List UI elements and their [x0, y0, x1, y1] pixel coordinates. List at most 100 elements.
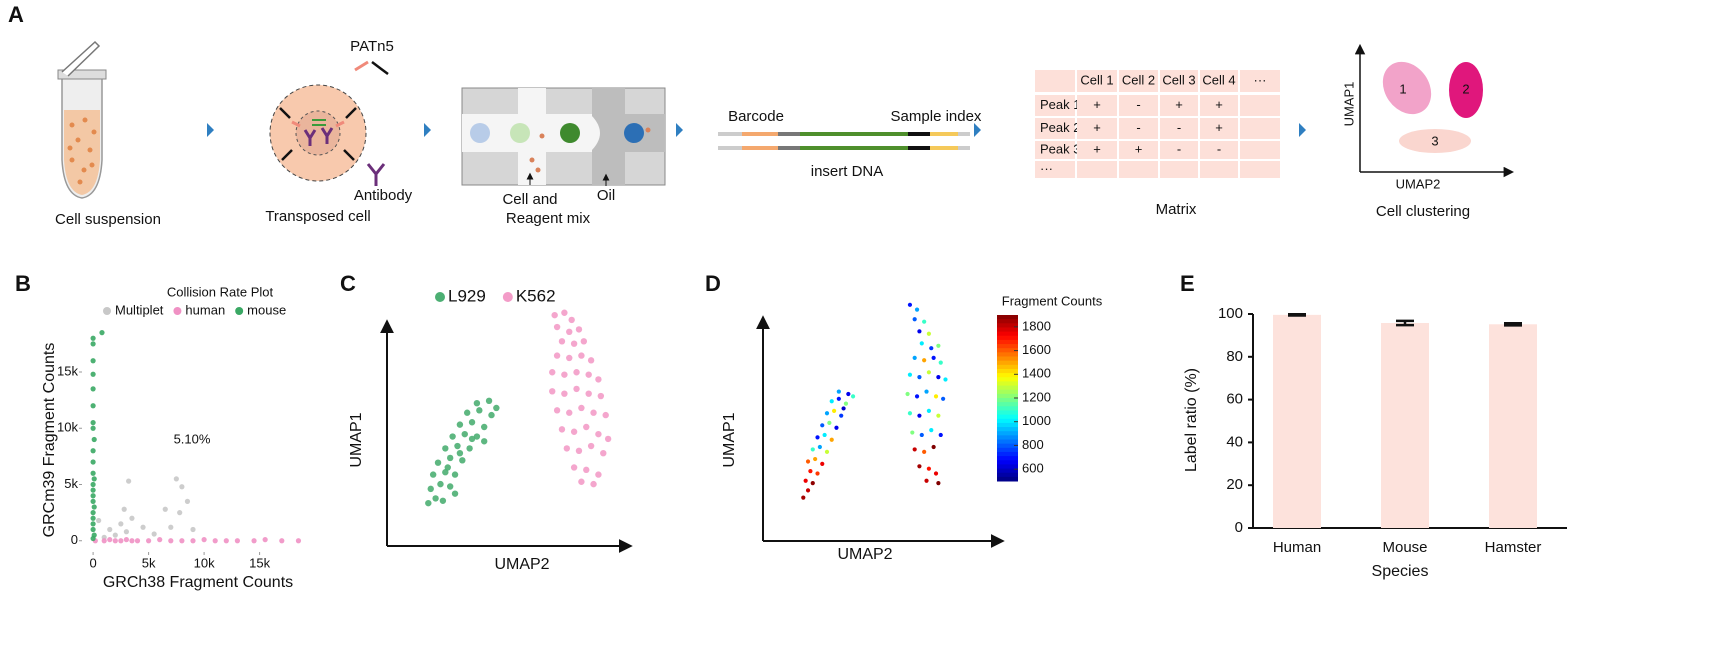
- point: [578, 404, 585, 412]
- point: [938, 360, 943, 365]
- legend-label: human: [185, 302, 225, 317]
- point: [583, 423, 590, 431]
- matrix-value: +: [1093, 141, 1101, 156]
- point: [820, 461, 825, 466]
- point: [919, 432, 924, 438]
- legend-marker: [235, 307, 244, 315]
- matrix-header: Cell 4: [1202, 72, 1235, 87]
- point: [454, 442, 461, 450]
- point: [262, 537, 268, 543]
- point: [561, 309, 568, 316]
- point: [90, 470, 96, 476]
- y-tick-label: 20: [1226, 476, 1243, 493]
- y-tick-label: 0: [71, 532, 78, 547]
- point: [924, 478, 929, 483]
- matrix-cell: [1160, 161, 1198, 178]
- y-axis-title: GRCm39 Fragment Counts: [41, 343, 58, 538]
- legend-label: K562: [516, 286, 556, 305]
- point: [442, 445, 449, 452]
- point: [112, 532, 118, 538]
- matrix-cell: [1077, 70, 1117, 92]
- step-label: Reagent mix: [506, 210, 591, 227]
- panel-label: D: [705, 271, 721, 296]
- point: [827, 420, 832, 426]
- colorbar-tick-label: 1400: [1022, 366, 1051, 381]
- colorbar-segment: [997, 456, 1018, 461]
- point: [90, 535, 96, 542]
- point: [936, 343, 941, 348]
- matrix-value: -: [1136, 97, 1140, 112]
- point: [803, 478, 808, 483]
- point: [223, 538, 229, 544]
- matrix-cell: [1035, 95, 1075, 116]
- colorbar-tick-label: 1800: [1022, 318, 1051, 333]
- x-tick-label: Human: [1273, 539, 1321, 556]
- matrix-header: ···: [1254, 72, 1267, 87]
- point: [834, 425, 839, 430]
- y-tick-label: 100: [1218, 305, 1243, 322]
- point: [570, 428, 578, 435]
- legend-marker: [173, 307, 182, 315]
- point: [568, 316, 575, 324]
- matrix-table: Cell 1 Cell 2 Cell 3 Cell 4 ··· Peak 1 + - + + Pea…: [1035, 70, 1280, 178]
- point: [466, 445, 473, 452]
- matrix-cell: [1077, 161, 1117, 178]
- colorbar-tick-label: 1600: [1022, 342, 1051, 357]
- matrix-cell: [1240, 70, 1280, 92]
- point: [810, 447, 815, 452]
- x-axis-title: UMAP2: [837, 546, 892, 563]
- y-axis-title: Label ratio (%): [1183, 368, 1200, 472]
- point: [118, 538, 124, 544]
- point: [931, 355, 936, 360]
- y-tick-label: 80: [1226, 348, 1243, 365]
- point: [121, 506, 127, 512]
- point: [850, 394, 856, 399]
- colorbar-segment: [997, 352, 1018, 357]
- matrix-value: +: [1135, 141, 1143, 156]
- x-tick-label: 5k: [142, 555, 156, 570]
- point: [179, 484, 185, 490]
- step-label: Matrix: [1156, 201, 1197, 218]
- colorbar-segment: [997, 468, 1018, 474]
- point: [566, 354, 573, 362]
- matrix-cell: [1119, 95, 1158, 116]
- point: [140, 524, 146, 530]
- chart-title: Collision Rate Plot: [167, 284, 274, 299]
- point: [549, 369, 556, 376]
- point: [931, 444, 936, 450]
- point: [943, 377, 948, 382]
- matrix-cell: [1160, 118, 1198, 139]
- matrix-cell: [1119, 141, 1158, 159]
- matrix-cell: [1035, 118, 1075, 139]
- point: [600, 449, 607, 457]
- panel-label: C: [340, 271, 356, 296]
- point: [99, 330, 105, 336]
- colorbar-segment: [997, 414, 1018, 420]
- point: [575, 326, 583, 333]
- point: [442, 469, 449, 476]
- point: [813, 456, 818, 462]
- point: [90, 386, 96, 392]
- colorbar-segment: [997, 431, 1018, 436]
- matrix-value: -: [1136, 120, 1140, 135]
- colorbar-tick-label: 800: [1022, 437, 1044, 452]
- matrix-cell: [1240, 161, 1280, 178]
- point: [456, 421, 464, 428]
- point: [917, 375, 922, 380]
- matrix-cell: [1077, 118, 1117, 139]
- colorbar-segment: [997, 331, 1018, 337]
- point: [134, 538, 141, 544]
- point: [936, 481, 941, 486]
- colorbar-segment: [997, 323, 1018, 328]
- legend-label: mouse: [247, 302, 286, 317]
- point: [824, 449, 830, 454]
- point: [573, 385, 580, 393]
- point: [907, 411, 913, 416]
- point: [112, 538, 118, 544]
- point: [190, 526, 196, 533]
- point: [558, 338, 566, 345]
- cluster-label: 3: [1431, 133, 1438, 148]
- point: [90, 420, 96, 426]
- point: [212, 538, 218, 544]
- point: [146, 538, 152, 544]
